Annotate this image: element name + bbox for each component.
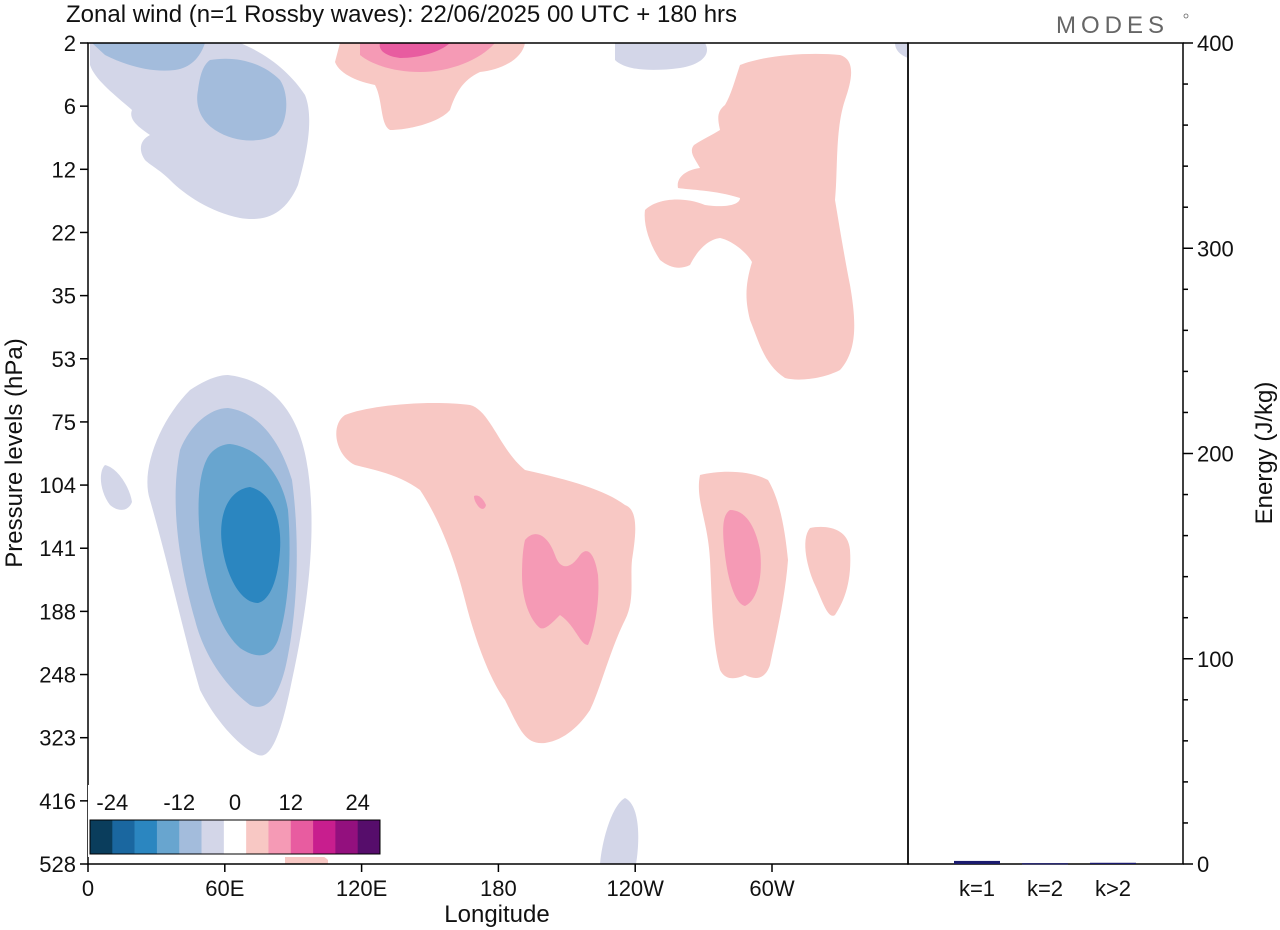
colorbar-swatch	[357, 820, 381, 854]
y-tick-label: 104	[39, 473, 76, 498]
colorbar-swatch	[290, 820, 314, 854]
y-tick-label: 35	[52, 284, 76, 309]
y-axis-label: Pressure levels (hPa)	[1, 338, 28, 567]
contour-region-neg-4-lower	[221, 487, 281, 603]
contour-region-pos-1-upper-right	[644, 53, 855, 380]
contour-region-neg-1-blob	[100, 465, 132, 510]
contour-panel: 2 6 12 22 35 53 75 104 141 188 248 323 416 528 0 60E 12…	[1, 31, 909, 928]
colorbar-label: 0	[229, 790, 241, 815]
energy-frame	[907, 42, 1184, 865]
y-axis-ticks: 2 6 12 22 35 53 75 104 141 188 248 323 416 528	[39, 31, 88, 877]
colorbar-swatch	[156, 820, 180, 854]
x-tick-label: 120E	[336, 876, 387, 901]
colorbar-swatch	[179, 820, 202, 854]
energy-axis-ticks: 0 100 200 300 400	[1183, 31, 1234, 877]
brand-logo: MODES	[1056, 12, 1169, 39]
energy-tick-label: 300	[1197, 236, 1234, 261]
energy-bar	[1022, 863, 1068, 865]
contour-region-pos-2-right	[723, 510, 761, 606]
colorbar-swatch	[313, 820, 336, 854]
x-axis-label: Longitude	[444, 901, 549, 928]
x-tick-label: 0	[82, 876, 94, 901]
energy-category-label: k>2	[1095, 876, 1131, 901]
colorbar-swatch	[90, 820, 113, 854]
energy-tick-label: 400	[1197, 31, 1234, 56]
y-tick-label: 323	[39, 726, 76, 751]
colorbar-swatch	[223, 820, 247, 854]
contour-region-neg-2-upper	[197, 58, 287, 141]
brand-registered-icon	[1183, 13, 1189, 19]
colorbar-label: 12	[279, 790, 303, 815]
energy-bar	[954, 860, 1000, 864]
colorbar-swatch	[335, 820, 358, 854]
colorbar-swatch	[246, 820, 269, 854]
contour-region-pos-3-upper	[379, 43, 450, 58]
energy-bars: k=1 k=2 k>2	[954, 860, 1136, 901]
contour-region-neg-2-upper-left	[92, 43, 205, 71]
x-tick-label: 60E	[205, 876, 244, 901]
y-tick-label: 416	[39, 789, 76, 814]
energy-axis-label: Energy (J/kg)	[1251, 382, 1278, 525]
y-tick-label: 2	[64, 31, 76, 56]
energy-panel: k=1 k=2 k>2 0 100 200 300 400 Energy (J/kg)	[907, 31, 1278, 901]
x-tick-label: 180	[480, 876, 517, 901]
y-tick-label: 248	[39, 663, 76, 688]
colorbar-legend: -24 -12 0 12 24	[88, 785, 384, 857]
contour-region-neg-1-bottom	[600, 798, 639, 864]
energy-category-label: k=1	[959, 876, 995, 901]
y-tick-label: 12	[52, 157, 76, 182]
contour-region-pos-1-center	[336, 403, 636, 744]
energy-tick-label: 0	[1197, 852, 1209, 877]
energy-tick-label: 100	[1197, 647, 1234, 672]
energy-category-label: k=2	[1027, 876, 1063, 901]
colorbar-label: 24	[345, 790, 369, 815]
x-axis-ticks: 0 60E 120E 180 120W 60W	[82, 864, 795, 901]
energy-tick-label: 200	[1197, 442, 1234, 467]
x-tick-label: 120W	[606, 876, 664, 901]
colorbar-swatch	[134, 820, 158, 854]
y-tick-label: 528	[39, 852, 76, 877]
y-tick-label: 6	[64, 94, 76, 119]
colorbar-label: -12	[163, 790, 195, 815]
x-tick-label: 60W	[749, 876, 794, 901]
contour-region-neg-1-upper-right	[615, 43, 708, 70]
y-tick-label: 53	[52, 347, 76, 372]
chart-title: Zonal wind (n=1 Rossby waves): 22/06/202…	[66, 1, 737, 28]
colorbar-swatch	[268, 820, 292, 854]
contour-region-pos-2-speck	[474, 495, 486, 509]
contour-region-neg-1-corner	[895, 43, 908, 58]
y-tick-label: 75	[52, 410, 76, 435]
y-tick-label: 141	[39, 536, 76, 561]
colorbar-label: -24	[96, 790, 128, 815]
contour-region-pos-2-center	[522, 534, 599, 645]
contour-region-pos-1-far-right	[805, 526, 851, 616]
colorbar-frame	[89, 819, 381, 855]
y-tick-label: 22	[52, 220, 76, 245]
colorbar-swatch	[201, 820, 225, 854]
y-tick-label: 188	[39, 599, 76, 624]
energy-bar	[1090, 862, 1136, 864]
colorbar-swatch	[112, 820, 135, 854]
